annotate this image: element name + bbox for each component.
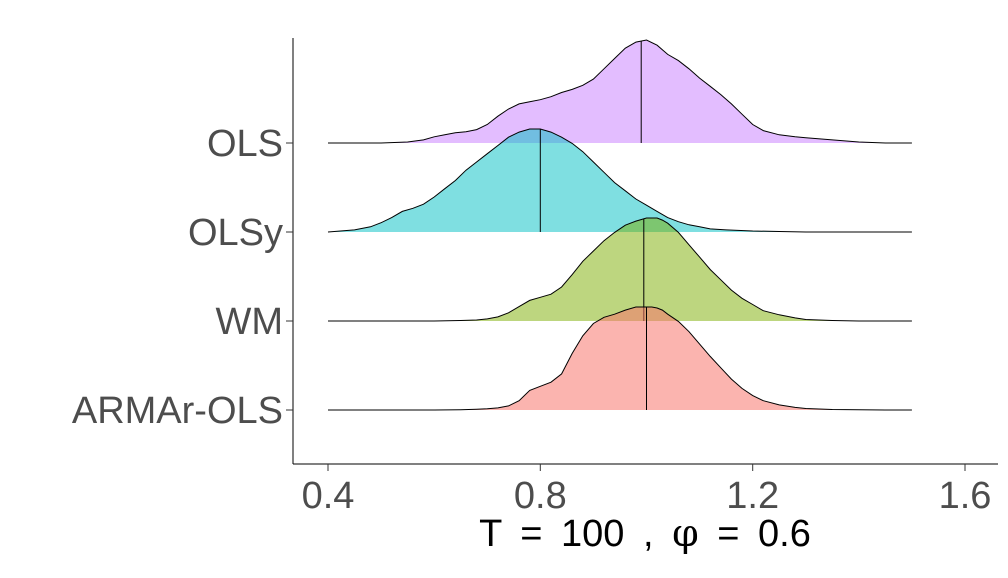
x-tick-label-0: 0.4 <box>302 475 355 517</box>
ridges-layer <box>327 39 912 411</box>
x-tick-label-3: 1.6 <box>939 475 992 517</box>
axes-layer <box>292 38 998 465</box>
x-title-equals-1: = <box>520 513 542 555</box>
y-label-armar-ols: ARMAr-OLS <box>72 390 283 432</box>
x-title-separator: , <box>643 513 654 555</box>
ridge-outline-olsy <box>327 128 912 233</box>
y-label-ols: OLS <box>207 123 283 165</box>
ridge-fill-armar-ols <box>328 307 912 410</box>
x-title-equals-2: = <box>717 513 739 555</box>
y-label-wm: WM <box>215 301 283 343</box>
x-title-phi-value: 0.6 <box>758 513 811 555</box>
ridge-fill-ols <box>328 40 912 143</box>
x-tick-label-1: 0.8 <box>514 475 567 517</box>
ridge-outline-armar-ols <box>328 306 912 411</box>
x-title-t-symbol: T <box>479 513 502 555</box>
ridge-fill-wm <box>328 218 912 321</box>
x-axis-title: T = 100 , φ = 0.6 <box>479 511 811 555</box>
x-title-t-value: 100 <box>561 513 624 555</box>
y-label-olsy: OLSy <box>188 212 283 254</box>
ridge-ols <box>328 39 912 144</box>
x-title-phi-symbol: φ <box>672 511 699 555</box>
ridge-outline-ols <box>328 39 912 144</box>
ridge-armar-ols <box>328 306 912 411</box>
y-tick-labels: OLS OLSy WM ARMAr-OLS <box>72 123 293 432</box>
ridge-wm <box>328 217 912 322</box>
ridge-outline-wm <box>328 217 912 322</box>
ridge-olsy <box>327 128 912 233</box>
x-tick-label-2: 1.2 <box>726 475 779 517</box>
ridge-fill-olsy <box>328 129 912 232</box>
x-ticks: 0.4 0.8 1.2 1.6 <box>302 464 992 517</box>
